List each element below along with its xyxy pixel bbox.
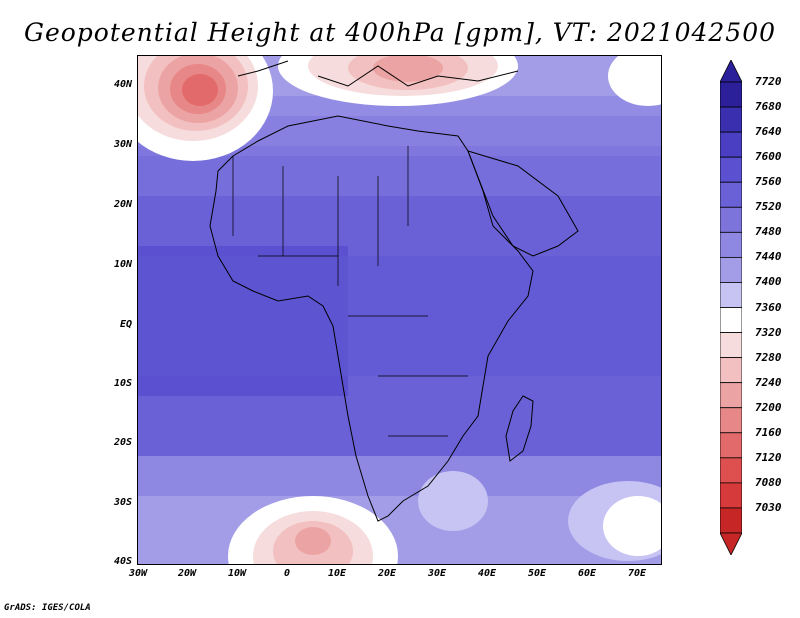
colorbar-label: 7640 <box>755 125 782 139</box>
colorbar-top-arrow <box>720 60 742 83</box>
colorbar-label: 7320 <box>755 325 782 339</box>
colorbar-swatch <box>720 231 742 258</box>
lon-label-20w: 20W <box>177 568 197 579</box>
colorbar-label: 7200 <box>755 400 782 414</box>
colorbar-swatch <box>720 457 742 484</box>
colorbar-label: 7400 <box>755 275 782 289</box>
colorbar-bottom-arrow <box>720 532 742 555</box>
colorbar-label: 7520 <box>755 200 782 214</box>
colorbar-label: 7240 <box>755 375 782 389</box>
map-plot-area <box>137 55 662 565</box>
lon-label-50e: 50E <box>527 568 547 579</box>
lon-label-70e: 70E <box>627 568 647 579</box>
colorbar-label: 7360 <box>755 300 782 314</box>
colorbar-label: 7080 <box>755 475 782 489</box>
colorbar-swatch <box>720 482 742 509</box>
colorbar-label: 7720 <box>755 75 782 88</box>
lat-label-30n: 30N <box>113 139 132 150</box>
lon-label-10e: 10E <box>327 568 347 579</box>
colorbar-label: 7680 <box>755 100 782 114</box>
colorbar-label: 7120 <box>755 450 782 464</box>
lat-label-40s: 40S <box>113 556 132 567</box>
height-field-map <box>138 56 661 564</box>
colorbar-swatch <box>720 156 742 183</box>
lat-label-10n: 10N <box>113 259 132 270</box>
colorbar-swatch <box>720 357 742 384</box>
grads-credit: GrADS: IGES/COLA <box>4 603 91 613</box>
colorbar-label: 7440 <box>755 250 782 264</box>
lat-label-10s: 10S <box>113 378 132 389</box>
lon-label-40e: 40E <box>477 568 497 579</box>
colorbar-label: 7280 <box>755 350 782 364</box>
colorbar-swatch <box>720 81 742 108</box>
colorbar-swatch <box>720 507 742 534</box>
colorbar-swatch <box>720 131 742 158</box>
colorbar-label: 7560 <box>755 175 782 189</box>
lon-label-30e: 30E <box>427 568 447 579</box>
colorbar-swatch <box>720 332 742 359</box>
map-title: Geopotential Height at 400hPa [gpm], VT:… <box>23 18 777 47</box>
lon-label-60e: 60E <box>577 568 597 579</box>
colorbar-swatch <box>720 106 742 133</box>
colorbar-swatch <box>720 181 742 208</box>
lat-label-40n: 40N <box>113 79 132 90</box>
colorbar-swatch <box>720 432 742 459</box>
lon-label-0: 0 <box>283 568 291 579</box>
lat-label-20n: 20N <box>113 199 132 210</box>
colorbar-label: 7160 <box>755 425 782 439</box>
colorbar-swatch <box>720 307 742 333</box>
colorbar-label: 7600 <box>755 150 782 164</box>
colorbar-swatch <box>720 407 742 434</box>
lat-label-20s: 20S <box>113 437 132 448</box>
colorbar-swatch <box>720 256 742 283</box>
colorbar-label: 7480 <box>755 225 782 239</box>
lat-label-eq: EQ <box>119 319 132 330</box>
colorbar-swatch <box>720 282 742 308</box>
lat-label-30s: 30S <box>113 497 132 508</box>
lon-label-10w: 10W <box>227 568 247 579</box>
colorbar-label: 7030 <box>755 500 782 514</box>
colorbar-swatch <box>720 206 742 233</box>
lon-label-20e: 20E <box>377 568 397 579</box>
colorbar <box>720 60 742 555</box>
colorbar-swatch <box>720 382 742 409</box>
lon-label-30w: 30W <box>128 568 148 579</box>
